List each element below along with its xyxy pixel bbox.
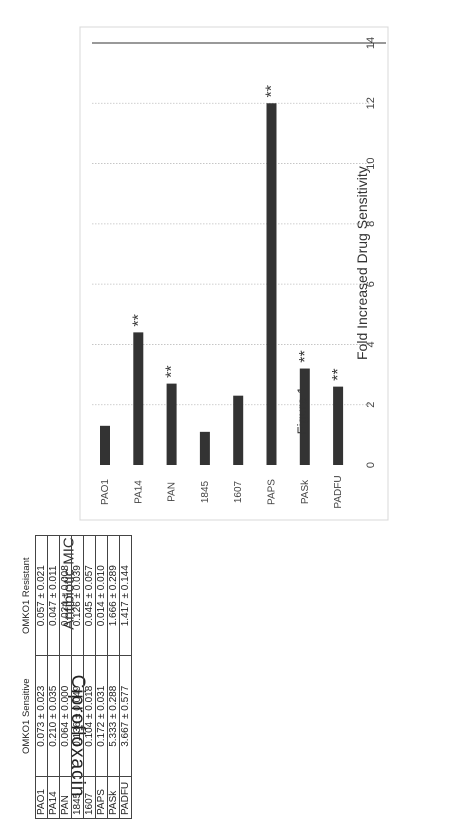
table-row: PAN 0.064 ± 0.000 0.024 ± 0.008 [59, 535, 72, 819]
table-cell-sensitive: 0.064 ± 0.000 [59, 656, 72, 777]
significance-marker: ** [164, 365, 181, 377]
bar [166, 383, 177, 465]
table-row: PADFU 3.667 ± 0.577 1.417 ± 0.144 [119, 535, 132, 819]
table-cell-sensitive: 5.333 ± 0.288 [107, 656, 120, 777]
table-cell-resistant: 1.417 ± 0.144 [119, 535, 132, 656]
tick-label: 0 [365, 462, 377, 468]
tick-label: 2 [365, 402, 377, 408]
table-cell-resistant: 0.045 ± 0.057 [83, 535, 96, 656]
category-label: 1845 [200, 480, 211, 503]
significance-marker: ** [330, 368, 347, 380]
table-row: PASk 5.333 ± 0.288 1.666 ± 0.289 [107, 535, 120, 819]
tick-label: 8 [365, 221, 377, 227]
table-header-blank [17, 777, 36, 819]
table-cell-sensitive: 0.172 ± 0.031 [95, 656, 108, 777]
mic-table-container: OMKO1 Sensitive OMKO1 Resistant PAO1 0.07… [17, 535, 132, 819]
table-cell-strain: PASk [107, 776, 120, 819]
tick-label: 6 [365, 281, 377, 287]
table-cell-resistant: 0.057 ± 0.021 [35, 535, 48, 656]
bar [100, 425, 110, 465]
table-cell-sensitive: 0.210 ± 0.035 [47, 656, 60, 777]
bar [233, 395, 244, 465]
table-cell-strain: 1607 [83, 776, 96, 819]
table-cell-resistant: 0.024 ± 0.008 [59, 535, 72, 656]
category-label: PAPS [267, 479, 278, 505]
significance-marker: ** [130, 314, 147, 326]
table-cell-sensitive: 3.667 ± 0.577 [119, 656, 132, 777]
table-header-resistant: OMKO1 Resistant [20, 557, 32, 635]
table-cell-sensitive: 0.104 ± 0.018 [83, 656, 96, 777]
table-row: 1845 0.136 ± 0.049 0.126 ± 0.039 [71, 535, 84, 819]
table-row: PAO1 0.073 ± 0.023 0.057 ± 0.021 [35, 535, 48, 819]
tick-label: 10 [365, 157, 377, 169]
table-cell-strain: PADFU [119, 776, 132, 819]
table-cell-resistant: 0.014 ± 0.010 [95, 535, 108, 656]
category-label: PAN [167, 482, 178, 502]
table-cell-strain: PAN [59, 776, 72, 819]
table-cell-resistant: 0.047 ± 0.011 [47, 535, 60, 656]
antibiotic-mic-table: OMKO1 Sensitive OMKO1 Resistant PAO1 0.07… [17, 535, 132, 819]
significance-marker: ** [297, 350, 314, 362]
table-row: 1607 0.104 ± 0.018 0.045 ± 0.057 [83, 535, 96, 819]
table-cell-strain: PAPS [95, 776, 108, 819]
table-cell-strain: PAO1 [35, 776, 48, 819]
table-cell-sensitive: 0.136 ± 0.049 [71, 656, 84, 777]
table-cell-strain: 1845 [71, 776, 84, 819]
bar [199, 431, 210, 465]
bar [299, 368, 310, 465]
chart-title: Fold Increased Drug Sensitivity [354, 166, 370, 360]
figure-caption: Figure 1 [294, 386, 310, 435]
table-row: PA14 0.210 ± 0.035 0.047 ± 0.011 [47, 535, 60, 819]
table-header-sensitive: OMKO1 Sensitive [20, 678, 32, 755]
tick-label: 4 [365, 341, 377, 347]
table-row: PAPS 0.172 ± 0.031 0.014 ± 0.010 [95, 535, 108, 819]
table-cell-resistant: 0.126 ± 0.039 [71, 535, 84, 656]
category-label: PA14 [133, 480, 144, 504]
category-label: 1607 [233, 480, 244, 503]
plot-frame [79, 26, 389, 521]
table-body: PAO1 0.073 ± 0.023 0.057 ± 0.021 PA14 0.210 … [35, 535, 132, 819]
bar [133, 332, 144, 465]
table-cell-sensitive: 0.073 ± 0.023 [35, 656, 48, 777]
category-label: PASk [300, 479, 311, 504]
tick-label: 12 [365, 97, 377, 109]
category-label: PADFU [333, 475, 344, 508]
significance-marker: ** [264, 85, 281, 97]
category-label: PAO1 [100, 479, 111, 505]
table-cell-strain: PA14 [47, 776, 60, 819]
bar [333, 386, 344, 465]
table-cell-resistant: 1.666 ± 0.289 [107, 535, 120, 656]
bar [266, 103, 277, 466]
table-header-row: OMKO1 Sensitive OMKO1 Resistant [17, 536, 36, 819]
